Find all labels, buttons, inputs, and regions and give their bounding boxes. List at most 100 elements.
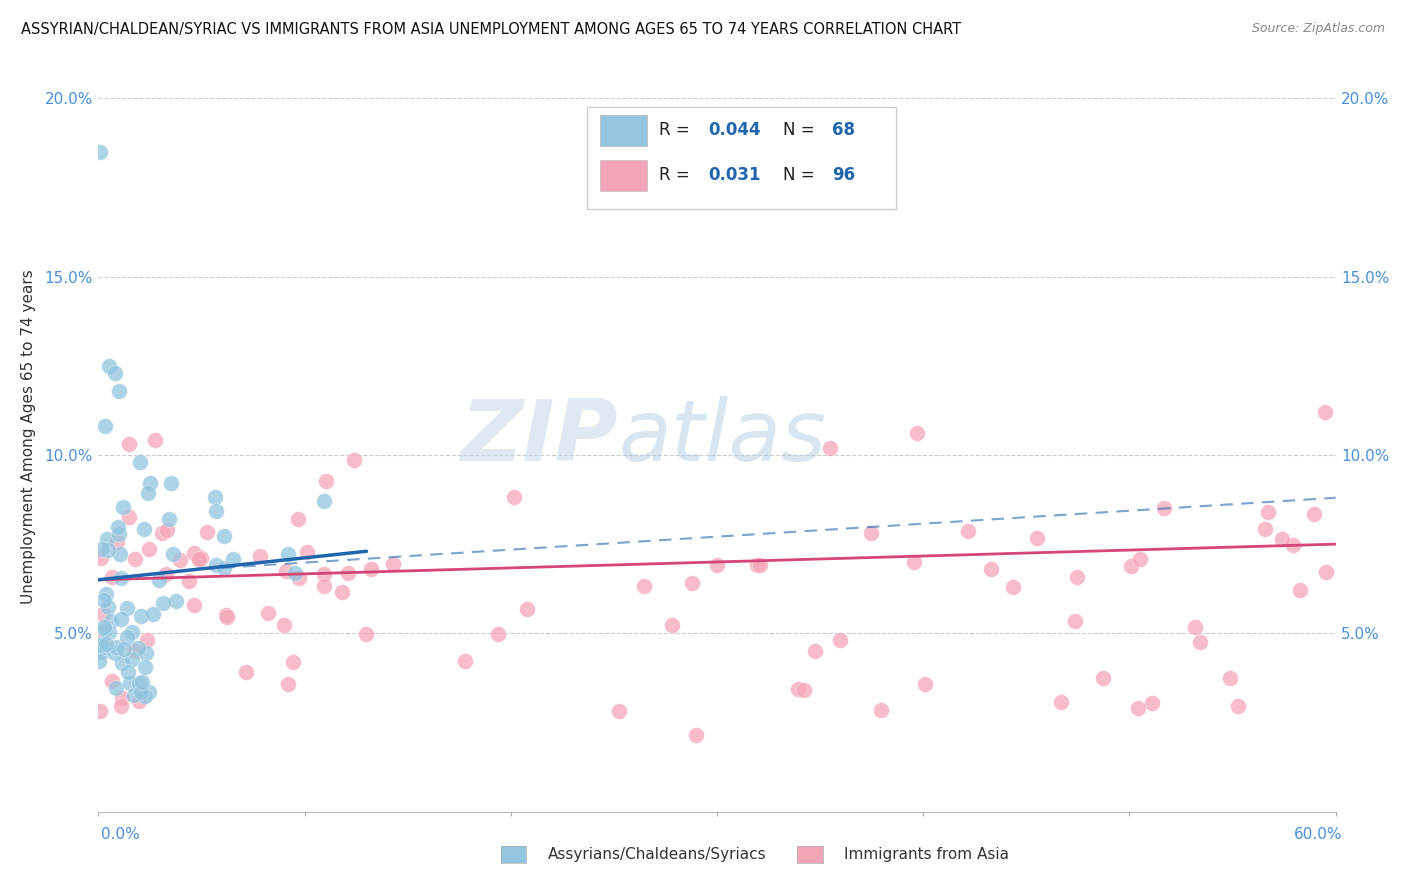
Text: ZIP: ZIP [460,395,619,479]
Point [139,476,162,491]
Point [257,606,280,620]
Point [1153,500,1175,515]
Text: R =: R = [659,121,695,139]
Point [786,681,808,696]
Point [90,633,112,648]
Point [97,600,120,615]
Point [276,564,298,578]
Point [217,610,239,624]
Point [1129,551,1152,566]
Text: N =: N = [783,121,820,139]
Point [131,684,153,698]
Point [503,490,526,504]
Point [354,627,377,641]
Point [907,425,929,440]
Point [288,571,311,585]
Point [132,522,155,536]
Point [117,510,139,524]
Point [609,704,631,718]
Point [111,657,134,671]
Point [157,512,180,526]
Point [118,437,141,451]
Point [97,359,120,373]
Point [1282,537,1305,551]
Point [283,655,305,669]
Point [235,665,257,680]
Point [1049,695,1071,709]
Point [89,145,111,159]
Point [1025,531,1047,545]
Point [188,552,211,566]
Point [90,551,112,566]
Point [820,441,842,455]
Point [121,652,143,666]
Point [93,593,115,607]
Point [128,694,150,708]
Point [204,490,226,504]
Point [1315,405,1337,419]
Point [516,601,538,615]
Point [152,596,174,610]
Point [150,526,173,541]
Point [1064,614,1087,628]
Text: Assyrians/Chaldeans/Syriacs: Assyrians/Chaldeans/Syriacs [548,847,766,862]
Point [190,551,212,566]
Point [96,533,118,547]
Point [162,547,184,561]
Point [183,598,205,612]
Point [110,612,132,626]
FancyBboxPatch shape [599,115,647,146]
Point [169,553,191,567]
Point [212,561,235,575]
Point [134,690,156,704]
Point [957,524,980,539]
Point [382,557,405,571]
Point [706,558,728,572]
Point [277,677,299,691]
Text: R =: R = [659,166,695,184]
Point [314,494,336,508]
Point [142,607,165,621]
Point [91,645,114,659]
Point [661,617,683,632]
Text: 0.044: 0.044 [709,121,761,139]
Point [87,638,110,652]
Point [97,543,120,558]
Point [89,654,111,668]
Point [748,558,770,573]
Point [1302,507,1324,521]
FancyBboxPatch shape [588,107,897,209]
Point [93,419,115,434]
Point [107,520,129,534]
Text: 60.0%: 60.0% [1295,827,1343,841]
Text: 96: 96 [832,166,855,184]
Point [903,555,925,569]
Point [124,689,146,703]
Point [315,474,337,488]
Point [156,523,179,537]
Point [124,644,146,658]
Text: 68: 68 [832,121,855,139]
Point [486,626,509,640]
Text: N =: N = [783,166,820,184]
Point [110,698,132,713]
Point [104,681,127,695]
Point [131,674,153,689]
Point [1271,532,1294,546]
Point [135,633,157,648]
Point [870,703,893,717]
Point [117,665,139,680]
Point [1184,620,1206,634]
Point [91,607,114,622]
Point [96,587,118,601]
Point [94,637,117,651]
Point [205,558,228,572]
Point [914,676,936,690]
Point [195,525,218,540]
Point [108,384,131,398]
Point [249,549,271,563]
Point [104,640,127,654]
Point [117,631,139,645]
Point [94,623,117,637]
Point [273,618,295,632]
